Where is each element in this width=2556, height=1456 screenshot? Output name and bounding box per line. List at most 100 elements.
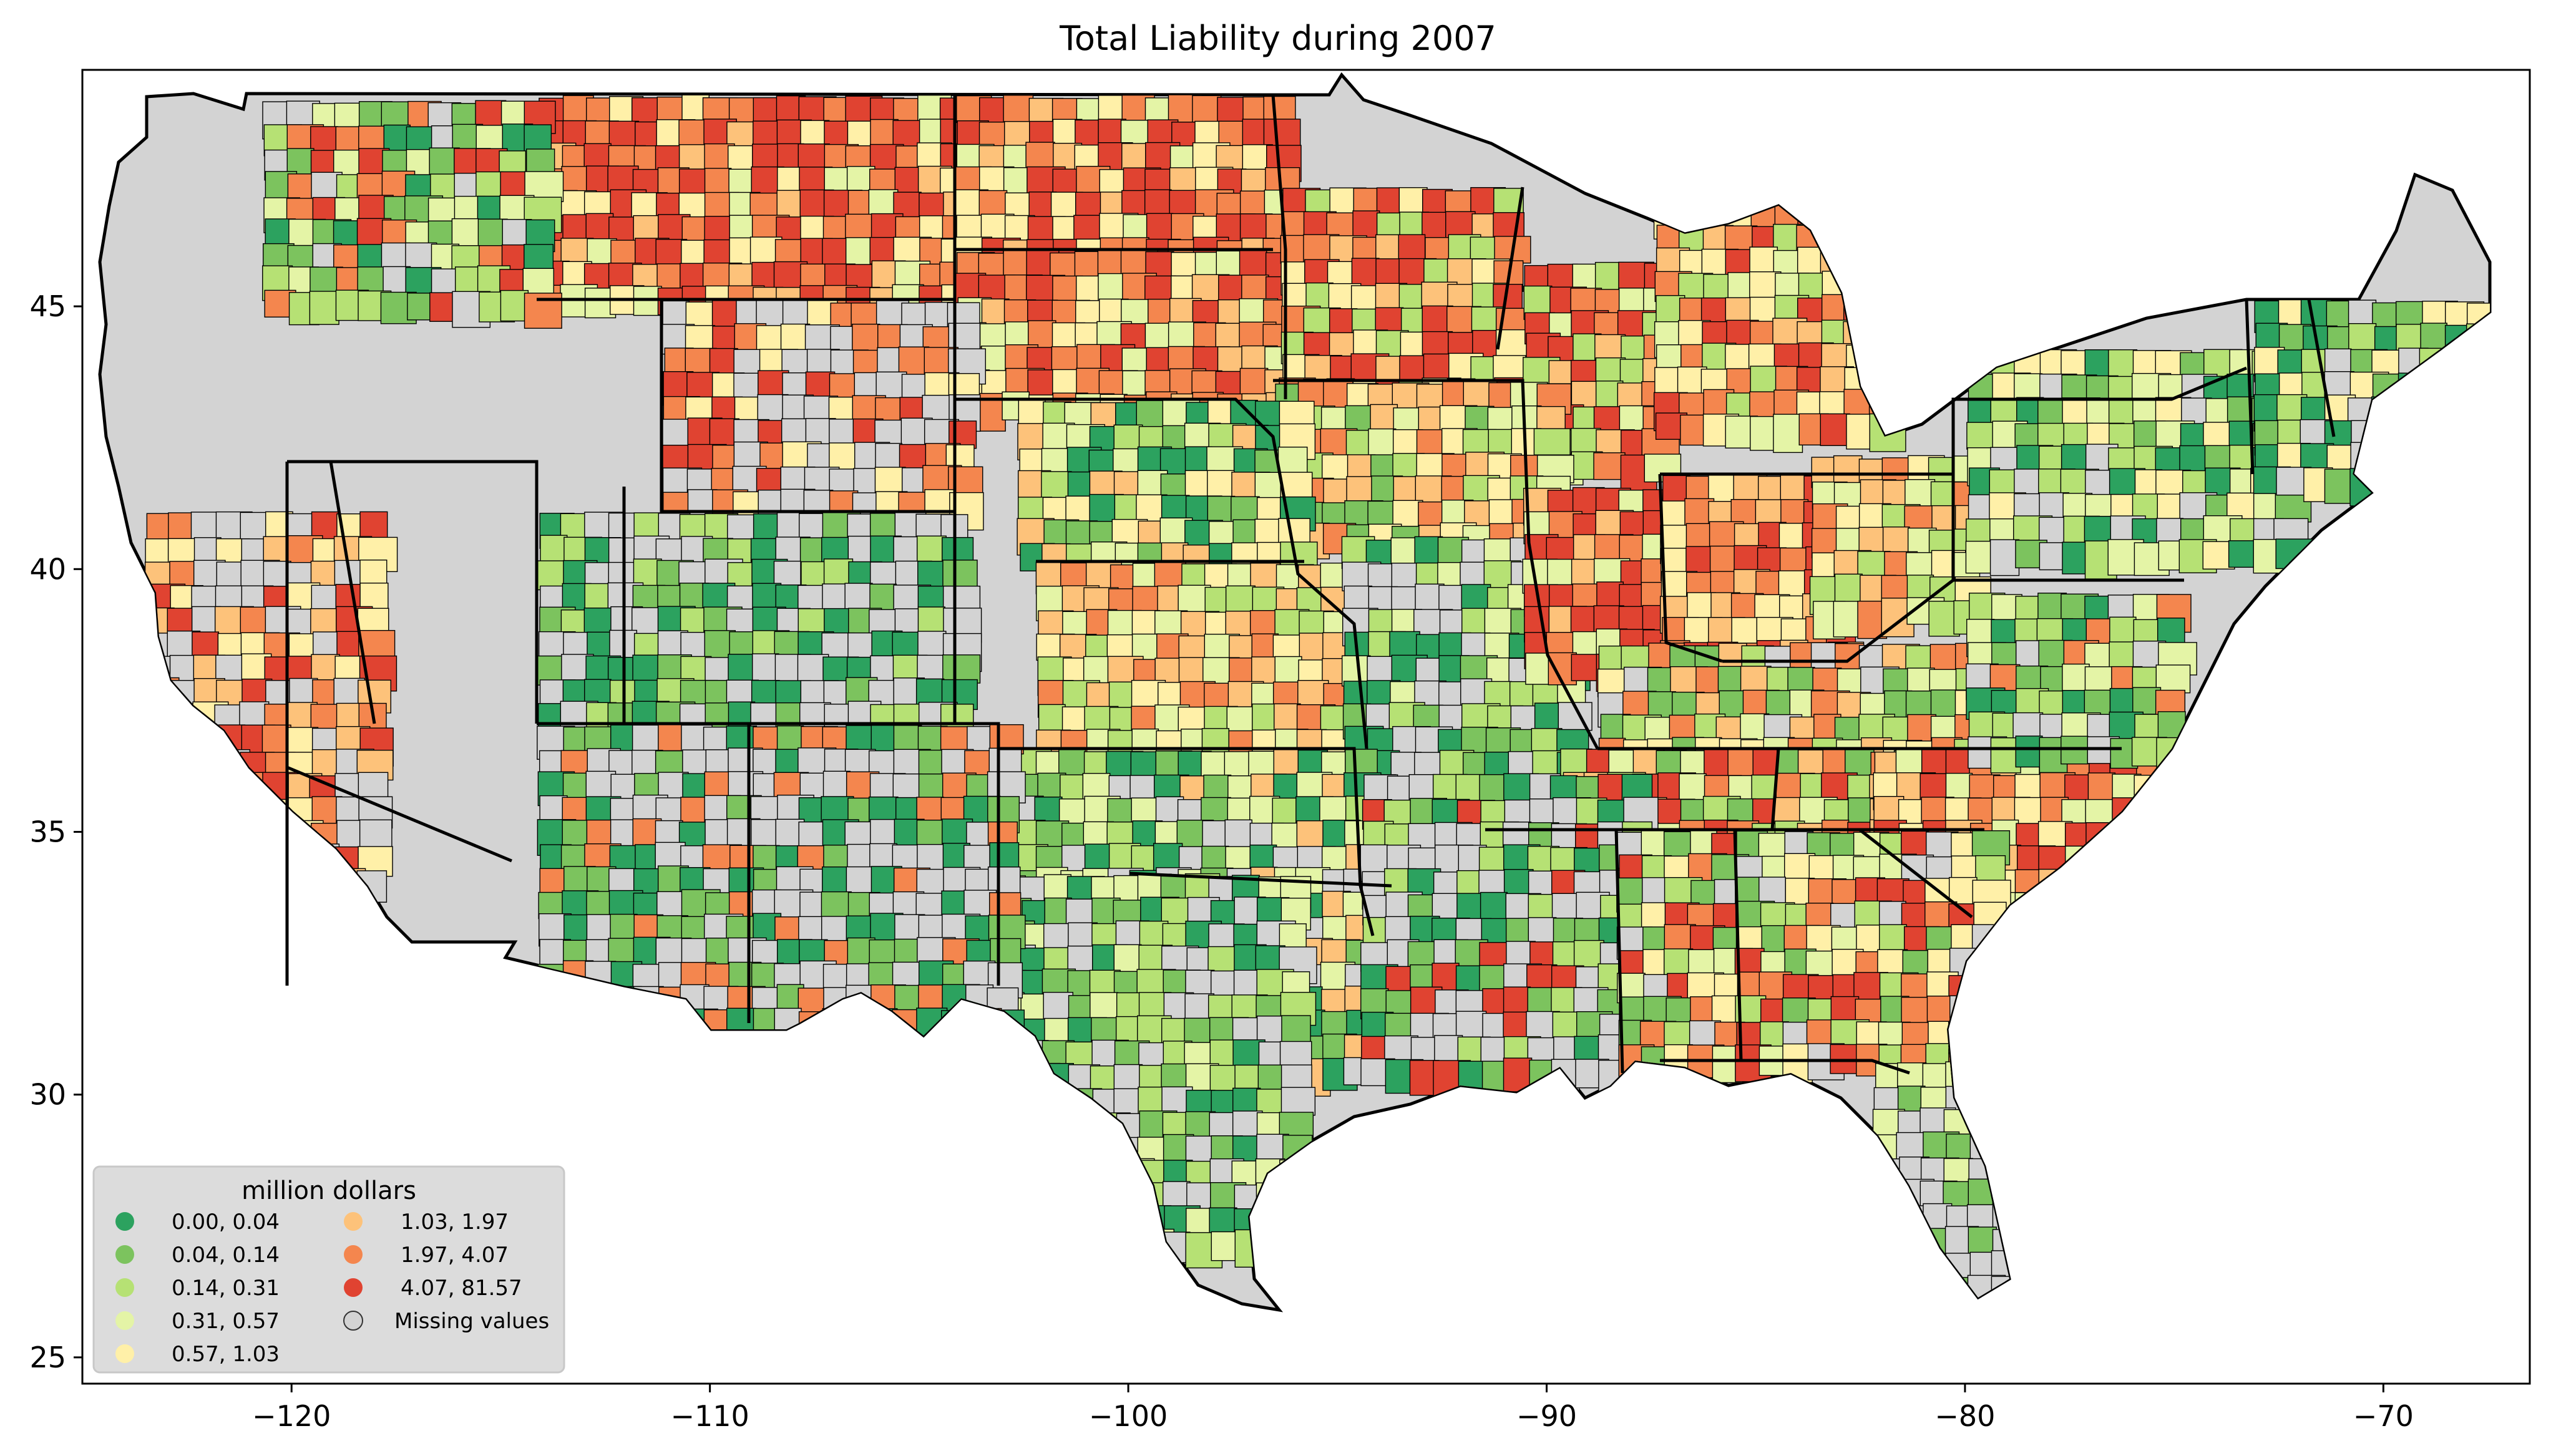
- county-patch: [1869, 200, 1901, 235]
- county-patch: [995, 1206, 1034, 1241]
- county-patch: [924, 1205, 963, 1244]
- county-patch: [1869, 344, 1900, 382]
- county-patch: [1874, 1180, 1907, 1215]
- county-patch: [1971, 973, 2007, 1010]
- county-patch: [1012, 1060, 1042, 1097]
- legend-marker: [344, 1245, 363, 1264]
- county-patch: [947, 1136, 985, 1168]
- county-patch: [2444, 370, 2474, 400]
- county-patch: [1820, 413, 1850, 446]
- county-patch: [1067, 1205, 1105, 1235]
- county-patch: [1869, 413, 1906, 452]
- county-patch: [1461, 584, 1491, 613]
- county-patch: [191, 845, 228, 874]
- county-patch: [608, 120, 640, 148]
- county-patch: [287, 844, 325, 875]
- county-patch: [2112, 797, 2150, 831]
- county-patch: [1041, 1110, 1070, 1143]
- map-title: Total Liability during 2007: [1060, 19, 1496, 58]
- county-patch: [2134, 844, 2172, 878]
- county-patch: [311, 822, 339, 861]
- county-patch: [973, 1087, 1003, 1123]
- county-patch: [1018, 1182, 1050, 1210]
- county-patch: [168, 727, 198, 761]
- county-patch: [1068, 1135, 1106, 1163]
- county-patch: [2419, 347, 2459, 379]
- county-patch: [997, 1062, 1037, 1094]
- county-patch: [1990, 1062, 2027, 1092]
- county-patch: [869, 1008, 898, 1046]
- map-regions: [98, 72, 2492, 1313]
- county-patch: [997, 1158, 1035, 1190]
- county-patch: [146, 727, 182, 758]
- county-patch: [1280, 1087, 1316, 1116]
- legend-label: 4.07, 81.57: [401, 1276, 522, 1301]
- county-patch: [476, 125, 507, 152]
- county-patch: [634, 1010, 673, 1042]
- legend-label: 1.97, 4.07: [401, 1243, 509, 1268]
- county-patch: [1020, 1205, 1060, 1245]
- legend-marker: [115, 1278, 134, 1297]
- y-tick-label: 35: [29, 815, 66, 848]
- county-patch: [1153, 843, 1183, 872]
- county-patch: [587, 985, 625, 1022]
- county-patch: [2374, 418, 2406, 456]
- county-patch: [1043, 1229, 1080, 1259]
- county-patch: [194, 750, 232, 784]
- county-patch: [2444, 349, 2472, 381]
- county-patch: [1239, 367, 1269, 399]
- county-patch: [2015, 735, 2043, 768]
- county-patch: [1679, 199, 1709, 229]
- county-patch: [926, 1113, 954, 1145]
- legend-label: 0.04, 0.14: [172, 1243, 280, 1268]
- county-patch: [2085, 822, 2119, 850]
- county-patch: [169, 866, 204, 906]
- county-patch: [1091, 1208, 1128, 1239]
- county-patch: [1971, 997, 2005, 1029]
- county-patch: [1989, 539, 2020, 576]
- county-patch: [1144, 189, 1172, 217]
- county-patch: [926, 1230, 965, 1268]
- county-patch: [562, 1009, 597, 1044]
- county-patch: [2086, 866, 2115, 905]
- county-patch: [1021, 1111, 1055, 1143]
- county-patch: [1869, 367, 1897, 403]
- county-patch: [998, 1111, 1029, 1148]
- county-patch: [562, 984, 600, 1023]
- county-patch: [310, 843, 340, 881]
- county-patch: [1867, 273, 1897, 311]
- county-patch: [309, 291, 339, 325]
- county-patch: [215, 795, 247, 828]
- county-patch: [1867, 223, 1896, 263]
- county-patch: [2419, 419, 2458, 456]
- x-tick-label: −120: [252, 1399, 331, 1433]
- county-patch: [537, 1011, 575, 1047]
- county-patch: [1091, 1182, 1132, 1219]
- county-patch: [2088, 916, 2123, 954]
- county-patch: [1843, 273, 1880, 311]
- county-patch: [1993, 1107, 2022, 1147]
- county-patch: [1875, 1251, 1907, 1286]
- county-patch: [1256, 1208, 1286, 1237]
- county-patch: [1594, 334, 1626, 362]
- county-patch: [2420, 371, 2450, 410]
- county-patch: [286, 868, 316, 901]
- county-patch: [169, 843, 202, 876]
- county-patch: [170, 798, 197, 835]
- county-patch: [1280, 1181, 1320, 1215]
- county-patch: [2395, 396, 2429, 424]
- legend-marker: [115, 1212, 134, 1231]
- county-patch: [2371, 396, 2400, 428]
- county-patch: [356, 870, 388, 903]
- county-patch: [1871, 1276, 1901, 1310]
- y-tick-label: 30: [29, 1078, 66, 1112]
- county-patch: [2155, 664, 2191, 694]
- county-patch: [1972, 951, 2004, 984]
- county-patch: [1868, 389, 1908, 418]
- county-patch: [1281, 1230, 1320, 1265]
- county-patch: [169, 772, 208, 812]
- x-axis-ticks: [290, 1384, 2384, 1392]
- county-patch: [144, 843, 172, 878]
- county-patch: [1045, 1158, 1078, 1194]
- county-patch: [2111, 916, 2140, 948]
